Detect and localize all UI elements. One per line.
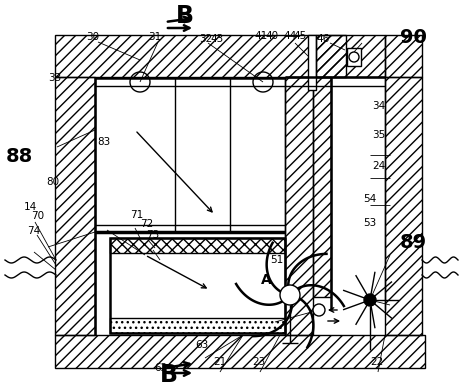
- Text: 63: 63: [196, 340, 209, 350]
- Text: A: A: [261, 273, 272, 287]
- Circle shape: [280, 285, 300, 305]
- Circle shape: [349, 52, 359, 62]
- Text: 35: 35: [372, 130, 385, 140]
- Circle shape: [313, 304, 325, 316]
- Text: 74: 74: [27, 226, 40, 236]
- Text: 72: 72: [140, 219, 153, 229]
- Text: 30: 30: [86, 32, 99, 42]
- Bar: [110, 238, 285, 333]
- Text: 23: 23: [252, 357, 265, 367]
- Text: 34: 34: [372, 100, 385, 111]
- Bar: [316, 35, 346, 77]
- Bar: [308, 35, 316, 90]
- Text: 21: 21: [213, 357, 226, 367]
- Text: 83: 83: [97, 136, 110, 147]
- Text: B: B: [160, 362, 177, 387]
- Text: 40: 40: [265, 31, 278, 41]
- Text: 45: 45: [294, 31, 307, 41]
- Bar: [385, 77, 422, 335]
- Text: 14: 14: [24, 202, 37, 212]
- Text: 31: 31: [148, 32, 161, 42]
- Text: 41: 41: [255, 31, 267, 41]
- Text: 46: 46: [317, 34, 330, 44]
- Text: 32: 32: [199, 34, 212, 44]
- Text: 62: 62: [154, 363, 167, 373]
- Text: B: B: [176, 4, 194, 29]
- Circle shape: [364, 294, 376, 306]
- Bar: [313, 77, 331, 297]
- Bar: [347, 48, 361, 66]
- Text: 54: 54: [363, 194, 376, 204]
- Text: 89: 89: [400, 233, 427, 252]
- Text: 88: 88: [6, 147, 33, 166]
- Text: 73: 73: [146, 230, 159, 240]
- Text: 33: 33: [48, 73, 61, 83]
- Text: 53: 53: [363, 218, 376, 228]
- Bar: [285, 77, 313, 335]
- Bar: [55, 77, 95, 335]
- Text: 70: 70: [31, 211, 44, 221]
- Bar: [110, 238, 285, 253]
- Text: 22: 22: [370, 357, 383, 367]
- Text: 80: 80: [47, 177, 60, 187]
- Text: 51: 51: [271, 255, 284, 265]
- Bar: [55, 335, 425, 368]
- Text: 90: 90: [400, 28, 427, 47]
- Text: 44: 44: [284, 31, 297, 41]
- Text: 24: 24: [372, 161, 385, 171]
- Bar: [110, 318, 285, 333]
- Text: 71: 71: [130, 210, 143, 220]
- Text: 43: 43: [211, 34, 224, 44]
- Bar: [385, 35, 422, 77]
- Bar: [55, 35, 385, 77]
